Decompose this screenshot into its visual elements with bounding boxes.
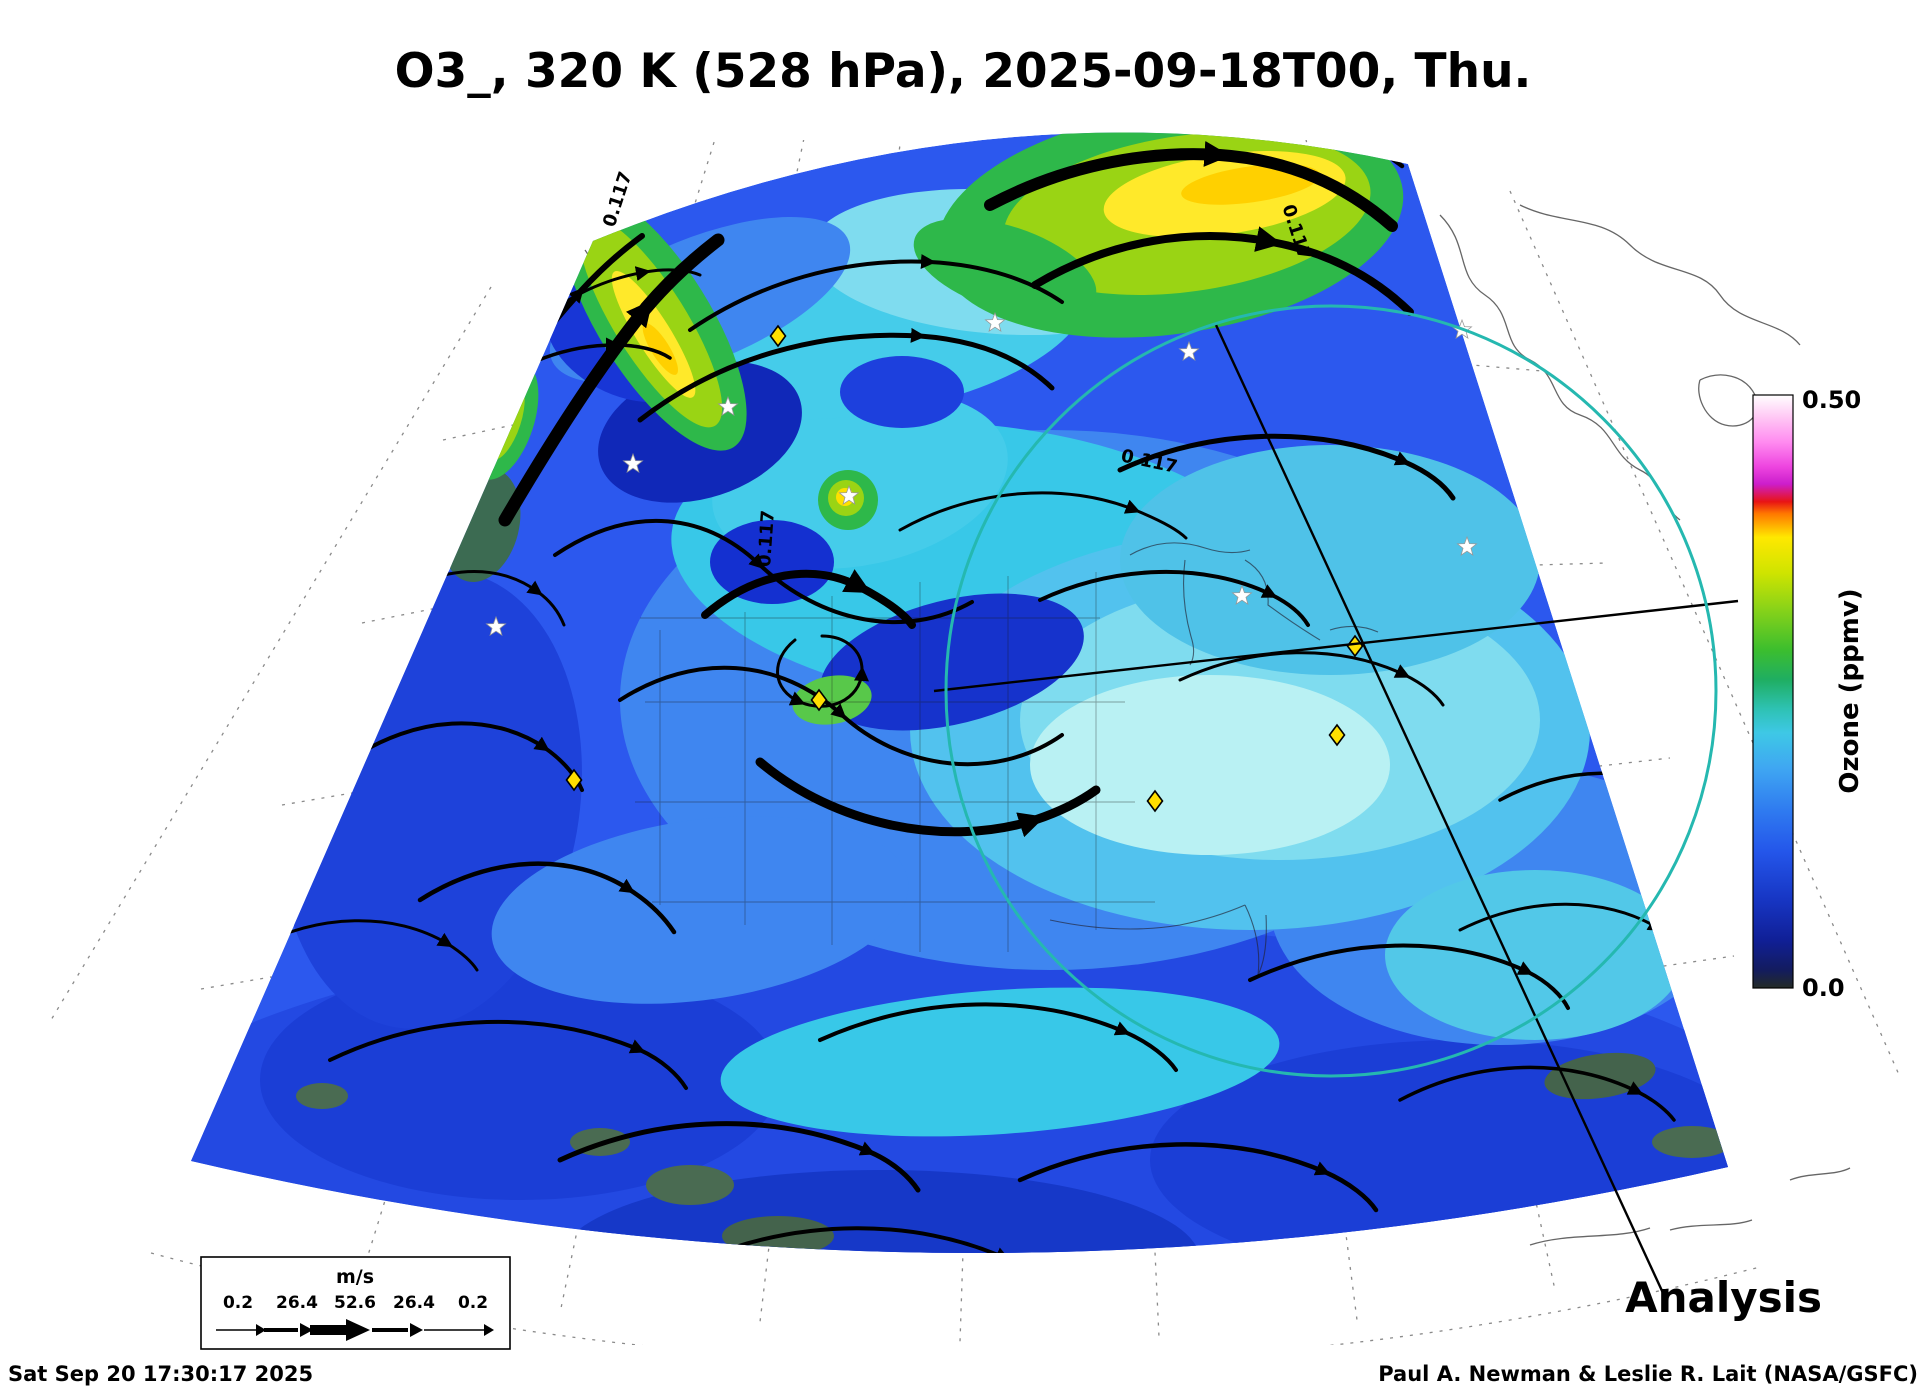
plot-title: O3_, 320 K (528 hPa), 2025-09-18T00, Thu… [394, 44, 1532, 99]
wind-legend-value: 52.6 [334, 1293, 376, 1313]
colorbar-axis-label: Ozone (ppmv) [1835, 588, 1865, 793]
colorbar-min-label: 0.0 [1802, 974, 1845, 1002]
wind-legend-units: m/s [336, 1266, 374, 1288]
credit-text: Paul A. Newman & Leslie R. Lait (NASA/GS… [1378, 1362, 1918, 1386]
wind-speed-legend: m/s 0.2 26.4 52.6 26.4 0.2 [200, 1256, 511, 1350]
wind-legend-value: 0.2 [458, 1293, 488, 1313]
contour-label: 0.117 [754, 509, 779, 567]
colorbar-max-label: 0.50 [1802, 386, 1861, 414]
wind-legend-value: 0.2 [223, 1293, 253, 1313]
timestamp-text: Sat Sep 20 17:30:17 2025 [8, 1362, 314, 1386]
wind-legend-value: 26.4 [276, 1293, 318, 1313]
analysis-label: Analysis [1625, 1273, 1822, 1322]
colorbar: 0.50 0.0 Ozone (ppmv) [1752, 386, 1865, 1002]
wind-legend-arrow [216, 1319, 494, 1341]
wind-legend-value: 26.4 [393, 1293, 435, 1313]
ozone-filled-contours [191, 132, 1728, 1254]
range-ring-overlay [944, 304, 1718, 1078]
cross-section-lines [933, 324, 1739, 1294]
state-borders [635, 572, 1155, 952]
contour-label: 0.117 [599, 169, 637, 230]
